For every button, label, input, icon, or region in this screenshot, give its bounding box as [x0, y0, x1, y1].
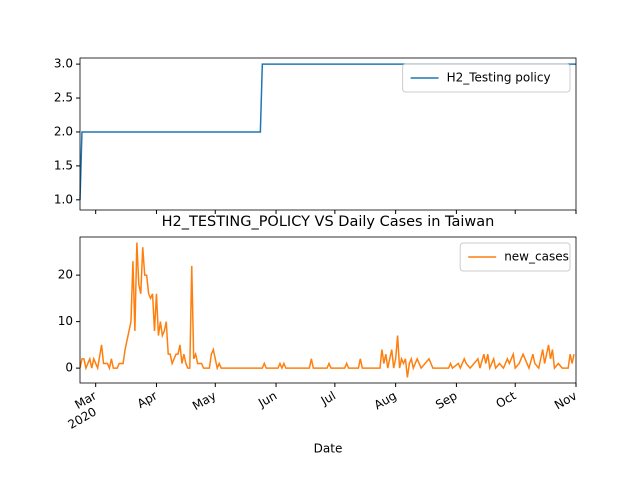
data-line [79, 63, 576, 200]
y-tick-label: 10 [58, 314, 73, 328]
x-tick-label: Nov [552, 389, 579, 413]
x-axis-label: Date [314, 442, 343, 456]
y-tick-label: 0 [65, 361, 73, 375]
x-tick-label: Jul [318, 389, 338, 409]
y-tick-label: 2.0 [54, 124, 73, 138]
x-tick-label: Sep [433, 389, 460, 412]
x-tick-label: Aug [372, 389, 399, 413]
y-tick-label: 1.5 [54, 158, 73, 172]
axes-frame [79, 57, 577, 211]
y-tick-label: 3.0 [54, 57, 73, 71]
axes-frame [79, 236, 577, 384]
y-tick-label: 1.0 [54, 192, 73, 206]
chart-title: H2_TESTING_POLICY VS Daily Cases in Taiw… [162, 214, 495, 230]
legend-box [402, 63, 571, 93]
x-tick-label: May [190, 389, 218, 414]
legend-label: H2_Testing policy [447, 71, 551, 85]
data-line [79, 242, 575, 378]
y-tick-label: 2.5 [54, 91, 73, 105]
x-tick-label: Apr [135, 388, 160, 411]
y-tick-label: 20 [58, 268, 73, 282]
x-tick-label: Oct [494, 388, 519, 411]
legend-box [459, 242, 571, 272]
x-tick-label: Jun [255, 389, 279, 411]
legend-label: new_cases [504, 250, 569, 264]
